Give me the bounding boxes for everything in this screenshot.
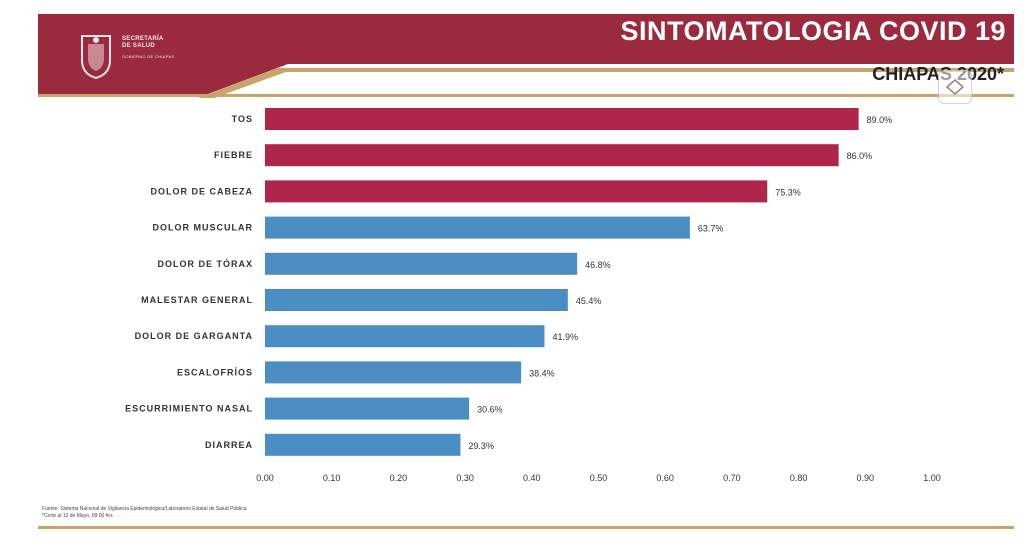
x-tick-label: 0.00 (256, 473, 274, 483)
category-label: DOLOR MUSCULAR (153, 223, 254, 233)
x-tick-label: 0.10 (323, 473, 341, 483)
cutoff-footnote: *Corte al 12 de Mayo, 09:00 hrs (42, 513, 113, 519)
value-label: 45.4% (576, 296, 602, 306)
bar (265, 325, 545, 348)
category-label: ESCURRIMIENTO NASAL (125, 404, 253, 414)
org-line-2: DE SALUD (122, 43, 156, 49)
value-label: 41.9% (552, 332, 578, 342)
category-label: DIARREA (205, 440, 253, 450)
value-label: 86.0% (847, 151, 873, 161)
x-tick-label: 0.60 (656, 473, 674, 483)
category-label: DOLOR DE CABEZA (151, 186, 254, 196)
category-label: MALESTAR GENERAL (141, 295, 253, 305)
x-tick-label: 0.50 (590, 473, 608, 483)
category-label: ESCALOFRÍOS (177, 367, 253, 377)
value-label: 38.4% (529, 368, 555, 378)
source-footnote: Fuente: Sistema Nacional de Vigilancia E… (42, 506, 247, 512)
value-label: 89.0% (867, 115, 893, 125)
value-label: 75.3% (775, 187, 801, 197)
category-label: TOS (232, 114, 253, 124)
category-label: FIEBRE (214, 150, 253, 160)
org-line-1: SECRETARÍA (122, 36, 164, 42)
page-title: SINTOMATOLOGIA COVID 19 (620, 16, 1006, 46)
x-tick-label: 0.20 (390, 473, 408, 483)
x-tick-label: 0.70 (723, 473, 741, 483)
category-label: DOLOR DE GARGANTA (135, 331, 253, 341)
bar (265, 180, 768, 203)
bar (265, 397, 470, 420)
category-label: DOLOR DE TÓRAX (157, 258, 253, 269)
value-label: 46.8% (585, 260, 611, 270)
x-tick-label: 0.90 (857, 473, 875, 483)
x-tick-label: 0.80 (790, 473, 808, 483)
state-seal-logo (81, 35, 111, 80)
x-tick-label: 0.40 (523, 473, 541, 483)
x-tick-label: 0.30 (456, 473, 474, 483)
value-label: 29.3% (468, 441, 494, 451)
value-label: 63.7% (698, 224, 724, 234)
bar (265, 252, 578, 275)
value-label: 30.6% (477, 405, 503, 415)
header-chevron-shape (198, 64, 1014, 98)
picture-in-picture-icon[interactable] (938, 70, 972, 104)
bar (265, 216, 690, 239)
slide: SECRETARÍA DE SALUD GOBIERNO DE CHIAPAS … (38, 14, 1014, 542)
header-divider (38, 94, 1014, 97)
bar (265, 361, 522, 384)
org-sub-line: GOBIERNO DE CHIAPAS (122, 54, 175, 59)
footer-divider (38, 526, 1014, 529)
bar (265, 108, 859, 130)
x-tick-label: 1.00 (923, 473, 941, 483)
org-name: SECRETARÍA DE SALUD GOBIERNO DE CHIAPAS (122, 36, 174, 60)
bar (265, 289, 568, 311)
bar (265, 144, 839, 167)
bar (265, 433, 461, 456)
